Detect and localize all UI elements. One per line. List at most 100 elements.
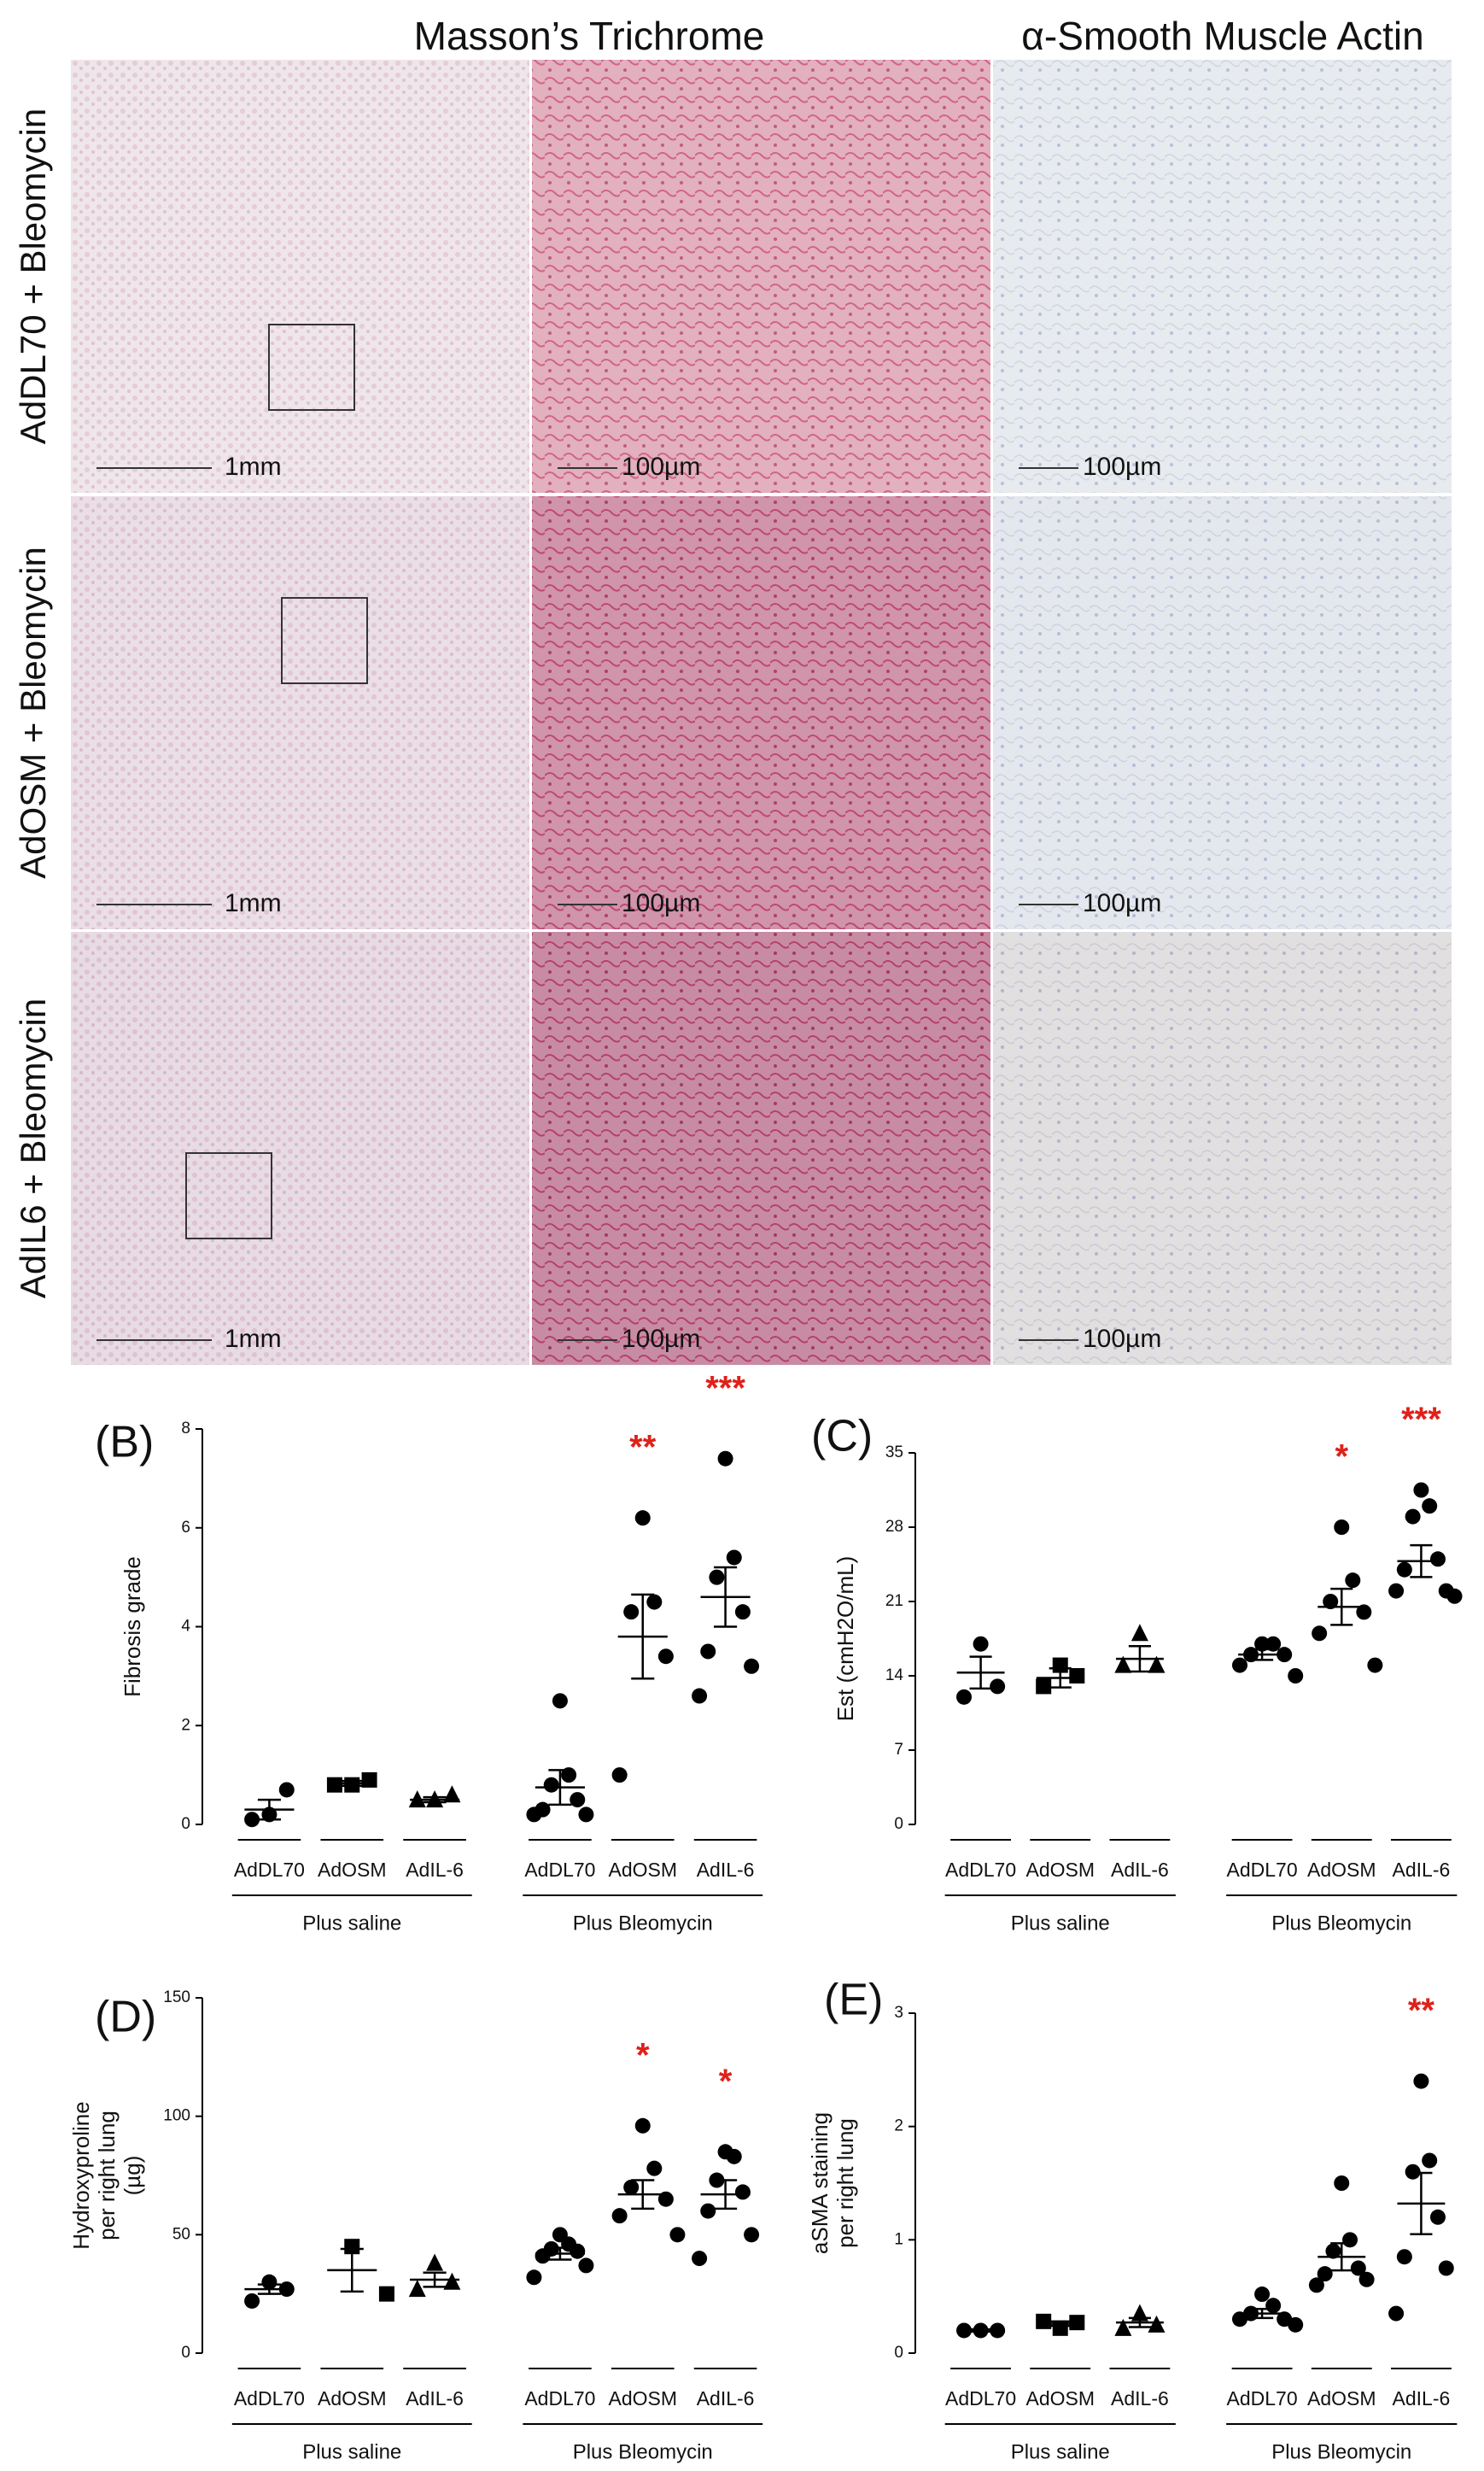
- data-point: [1422, 1498, 1438, 1514]
- data-point: [1350, 2260, 1366, 2276]
- group-label: Plus Bleomycin: [1271, 1912, 1411, 1935]
- micrograph-tint: [71, 496, 529, 929]
- micrograph-tint: [532, 496, 990, 929]
- x-tick-label: AdDL70: [234, 1859, 305, 1881]
- y-tick-label: 4: [181, 1618, 190, 1636]
- y-tick-label: 3: [894, 2004, 903, 2022]
- y-tick-label: 0: [894, 2344, 903, 2362]
- data-point: [1438, 2260, 1454, 2276]
- data-point: [1312, 1625, 1328, 1642]
- scale-label: 100µm: [1083, 453, 1161, 481]
- data-point: [623, 1604, 640, 1620]
- row-label: AdDL70 + Bleomycin: [13, 108, 53, 444]
- x-tick-label: AdOSM: [318, 2387, 387, 2410]
- y-tick-label: 0: [181, 2344, 190, 2362]
- data-point: [646, 1594, 663, 1610]
- data-point: [611, 1767, 628, 1783]
- data-point: [1388, 2305, 1405, 2322]
- data-point: [611, 2208, 628, 2224]
- row-label: AdIL6 + Bleomycin: [13, 998, 53, 1298]
- data-point: [1288, 1668, 1304, 1683]
- group-label: Plus saline: [1011, 1912, 1110, 1935]
- group-label: Plus Bleomycin: [573, 1912, 713, 1935]
- micrograph-tint: [532, 60, 990, 493]
- panel-label: (B): [95, 1418, 154, 1467]
- column-header: α-Smooth Muscle Actin: [1021, 14, 1423, 58]
- significance: *: [719, 2063, 733, 2100]
- micrograph-tint: [532, 932, 990, 1365]
- x-tick-label: AdDL70: [1227, 1859, 1298, 1881]
- data-point: [1265, 1636, 1282, 1652]
- y-tick-label: 100: [163, 2107, 190, 2125]
- data-point: [1388, 1583, 1405, 1599]
- data-point: [669, 2227, 686, 2243]
- data-point: [692, 2251, 708, 2267]
- data-point: [1334, 1519, 1350, 1535]
- row-label: AdOSM + Bleomycin: [13, 547, 53, 879]
- data-point: [700, 1643, 716, 1660]
- data-point: [543, 1777, 559, 1793]
- y-tick-label: 2: [181, 1716, 190, 1734]
- micrograph-tint: [993, 932, 1452, 1365]
- data-point: [990, 1678, 1006, 1695]
- data-point: [1345, 1572, 1361, 1589]
- x-tick-label: AdOSM: [1307, 1859, 1376, 1881]
- group-label: Plus saline: [302, 2440, 401, 2463]
- x-tick-label: AdIL-6: [406, 1859, 464, 1881]
- data-point: [973, 1636, 989, 1652]
- data-point: [1036, 1678, 1052, 1695]
- data-point: [261, 2274, 278, 2290]
- data-point: [734, 1604, 751, 1620]
- x-tick-label: AdOSM: [1025, 1859, 1095, 1881]
- y-tick-label: 35: [885, 1443, 903, 1461]
- image-grid: 1mm 100µm 100µm AdDL70 + Bleomycin 1mm 100µm 1…: [13, 60, 1452, 1365]
- data-point: [1317, 2266, 1333, 2282]
- y-axis-label: per right lung: [94, 2111, 120, 2240]
- data-point: [344, 2239, 360, 2255]
- data-point: [378, 2286, 394, 2302]
- data-point: [426, 2253, 444, 2271]
- data-point: [1334, 2175, 1350, 2191]
- data-point: [1114, 2318, 1132, 2336]
- x-tick-label: AdIL-6: [1393, 2387, 1451, 2410]
- y-tick-label: 7: [894, 1741, 903, 1759]
- inset-box: [281, 597, 368, 684]
- y-tick-label: 14: [885, 1666, 904, 1684]
- scale-label: 100µm: [1083, 889, 1161, 917]
- scale-label: 100µm: [1083, 1325, 1161, 1353]
- data-point: [1405, 2164, 1421, 2180]
- data-point: [1405, 1508, 1421, 1525]
- data-point: [443, 2272, 461, 2290]
- data-point: [1148, 2315, 1166, 2333]
- x-tick-label: AdIL-6: [406, 2387, 464, 2410]
- data-point: [634, 2117, 651, 2134]
- data-point: [634, 1510, 651, 1526]
- data-point: [646, 2160, 663, 2176]
- data-point: [623, 2179, 640, 2195]
- data-point: [726, 2148, 742, 2164]
- significance: ***: [1401, 1401, 1441, 1438]
- data-point: [744, 1658, 760, 1674]
- x-tick-label: AdIL-6: [1111, 1859, 1169, 1881]
- data-point: [1323, 1594, 1339, 1609]
- y-axis-label: (µg): [120, 2156, 145, 2196]
- data-point: [1231, 2311, 1247, 2328]
- panel-label: (C): [811, 1412, 873, 1461]
- y-axis-label: Est (cmH2O/mL): [833, 1556, 858, 1722]
- data-point: [726, 1549, 742, 1566]
- data-point: [361, 1771, 377, 1788]
- data-point: [657, 1648, 674, 1665]
- scale-label: 100µm: [622, 453, 700, 481]
- data-point: [709, 1569, 725, 1585]
- x-tick-label: AdOSM: [318, 1859, 387, 1881]
- x-tick-label: AdDL70: [524, 2387, 595, 2410]
- significance: ***: [705, 1369, 745, 1407]
- data-point: [561, 1767, 577, 1783]
- data-point: [1131, 1624, 1148, 1642]
- data-point: [1069, 1668, 1085, 1683]
- data-point: [1069, 2315, 1085, 2331]
- data-point: [1446, 1588, 1463, 1604]
- data-point: [526, 2269, 542, 2286]
- scale-label: 100µm: [622, 1325, 700, 1353]
- y-tick-label: 28: [885, 1518, 903, 1536]
